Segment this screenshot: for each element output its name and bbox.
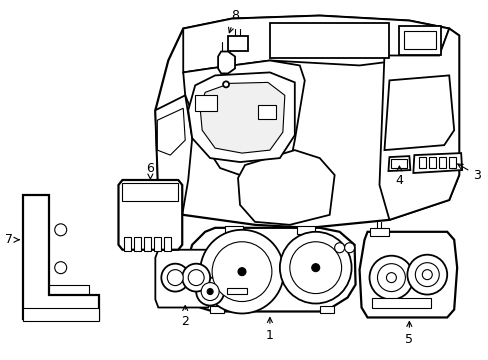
Bar <box>390 159 407 168</box>
Text: 5: 5 <box>405 321 412 346</box>
Polygon shape <box>118 180 182 250</box>
Circle shape <box>414 263 438 287</box>
Text: 3: 3 <box>457 164 480 181</box>
Polygon shape <box>412 153 461 173</box>
Text: 2: 2 <box>181 306 189 328</box>
Polygon shape <box>200 82 285 153</box>
Polygon shape <box>157 108 185 155</box>
Bar <box>210 306 224 314</box>
Circle shape <box>422 270 431 280</box>
Bar <box>404 31 435 49</box>
Bar <box>419 157 426 168</box>
Circle shape <box>289 242 341 293</box>
Bar <box>23 307 99 321</box>
Circle shape <box>161 264 189 292</box>
Bar <box>124 237 131 251</box>
Circle shape <box>311 264 319 272</box>
Bar <box>134 237 141 251</box>
Text: 8: 8 <box>228 9 239 33</box>
Bar <box>448 157 455 168</box>
Circle shape <box>223 81 228 87</box>
Bar <box>428 157 435 168</box>
Circle shape <box>279 232 351 303</box>
Polygon shape <box>155 15 458 228</box>
Bar <box>371 298 430 307</box>
Bar <box>195 95 217 111</box>
Polygon shape <box>269 23 388 58</box>
Circle shape <box>334 243 344 253</box>
Polygon shape <box>186 228 355 311</box>
Bar <box>144 237 151 251</box>
Bar <box>258 105 275 119</box>
Bar <box>319 306 333 314</box>
Circle shape <box>212 242 271 302</box>
Bar <box>164 237 171 251</box>
Bar <box>227 36 247 51</box>
Bar <box>399 26 440 55</box>
Bar <box>122 183 178 201</box>
Circle shape <box>200 230 283 314</box>
Circle shape <box>167 270 183 285</box>
Polygon shape <box>238 150 334 225</box>
Circle shape <box>196 278 224 306</box>
Polygon shape <box>183 60 304 175</box>
Bar <box>438 157 446 168</box>
Text: 1: 1 <box>265 318 273 342</box>
Polygon shape <box>218 51 235 73</box>
Bar <box>154 237 161 251</box>
Polygon shape <box>379 28 458 220</box>
Polygon shape <box>384 75 453 150</box>
Polygon shape <box>155 95 192 215</box>
Circle shape <box>238 268 245 276</box>
Circle shape <box>207 289 213 294</box>
Text: 7: 7 <box>5 233 19 246</box>
Circle shape <box>55 224 66 236</box>
Circle shape <box>407 255 447 294</box>
Text: 4: 4 <box>395 166 403 186</box>
Circle shape <box>182 264 210 292</box>
Bar <box>226 288 246 293</box>
Circle shape <box>188 270 203 285</box>
Polygon shape <box>387 156 409 171</box>
Circle shape <box>201 283 219 301</box>
Polygon shape <box>23 195 99 319</box>
Bar <box>296 226 314 234</box>
Bar <box>369 228 388 236</box>
Circle shape <box>55 262 66 274</box>
Polygon shape <box>188 72 294 162</box>
Circle shape <box>369 256 412 300</box>
Circle shape <box>386 273 396 283</box>
Text: 6: 6 <box>146 162 154 180</box>
Circle shape <box>344 243 354 253</box>
Polygon shape <box>183 15 448 72</box>
Polygon shape <box>155 250 212 307</box>
Circle shape <box>377 264 405 292</box>
Polygon shape <box>359 232 456 318</box>
Bar <box>224 226 243 234</box>
